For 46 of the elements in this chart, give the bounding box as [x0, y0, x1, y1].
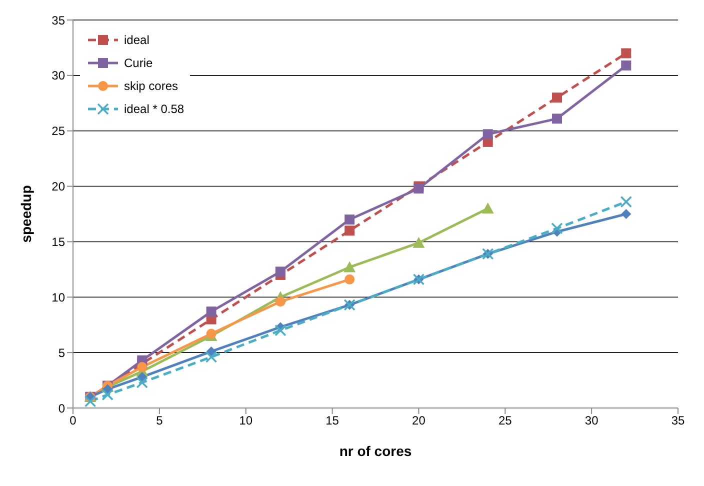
- point: [552, 92, 562, 103]
- point: [621, 209, 632, 219]
- point: [414, 184, 424, 194]
- point: [621, 48, 632, 58]
- point: [275, 296, 286, 307]
- y-tick-label: 35: [52, 13, 66, 28]
- x-tick-label: 20: [412, 414, 426, 428]
- y-tick-label: 20: [52, 180, 66, 194]
- y-tick-label: 0: [58, 401, 66, 416]
- legend-label: ideal: [124, 32, 150, 46]
- point: [205, 351, 218, 363]
- legend-label: ideal * 0.58: [124, 102, 184, 116]
- x-tick-label: 30: [584, 414, 599, 428]
- x-tick-label: 35: [671, 414, 685, 428]
- point: [344, 274, 355, 284]
- point: [275, 266, 286, 277]
- point: [102, 388, 114, 401]
- point: [136, 376, 148, 388]
- point: [552, 114, 562, 124]
- x-tick-label: 5: [156, 414, 164, 428]
- y-axis-title: speedup: [18, 185, 34, 243]
- point: [344, 214, 355, 225]
- y-tick-label: 30: [52, 68, 66, 83]
- point: [344, 261, 356, 272]
- point: [482, 202, 494, 214]
- y-tick-label: 5: [58, 346, 66, 360]
- y-tick-label: 25: [52, 124, 66, 138]
- point: [412, 236, 425, 248]
- x-axis-title: nr of cores: [339, 443, 412, 459]
- point: [620, 196, 632, 208]
- point: [137, 362, 148, 372]
- x-tick-label: 15: [326, 414, 340, 428]
- legend-label: skip cores: [124, 78, 178, 92]
- point: [206, 306, 216, 317]
- point: [621, 60, 632, 70]
- point: [482, 129, 493, 140]
- y-tick-label: 10: [52, 290, 66, 304]
- x-tick-label: 0: [70, 414, 77, 428]
- point: [274, 324, 286, 336]
- x-tick-label: 10: [239, 414, 253, 428]
- y-tick-label: 15: [52, 234, 66, 249]
- point: [344, 226, 355, 236]
- point: [551, 222, 563, 234]
- point: [84, 395, 96, 408]
- x-tick-label: 25: [498, 414, 512, 428]
- legend-label: Curie: [124, 56, 153, 70]
